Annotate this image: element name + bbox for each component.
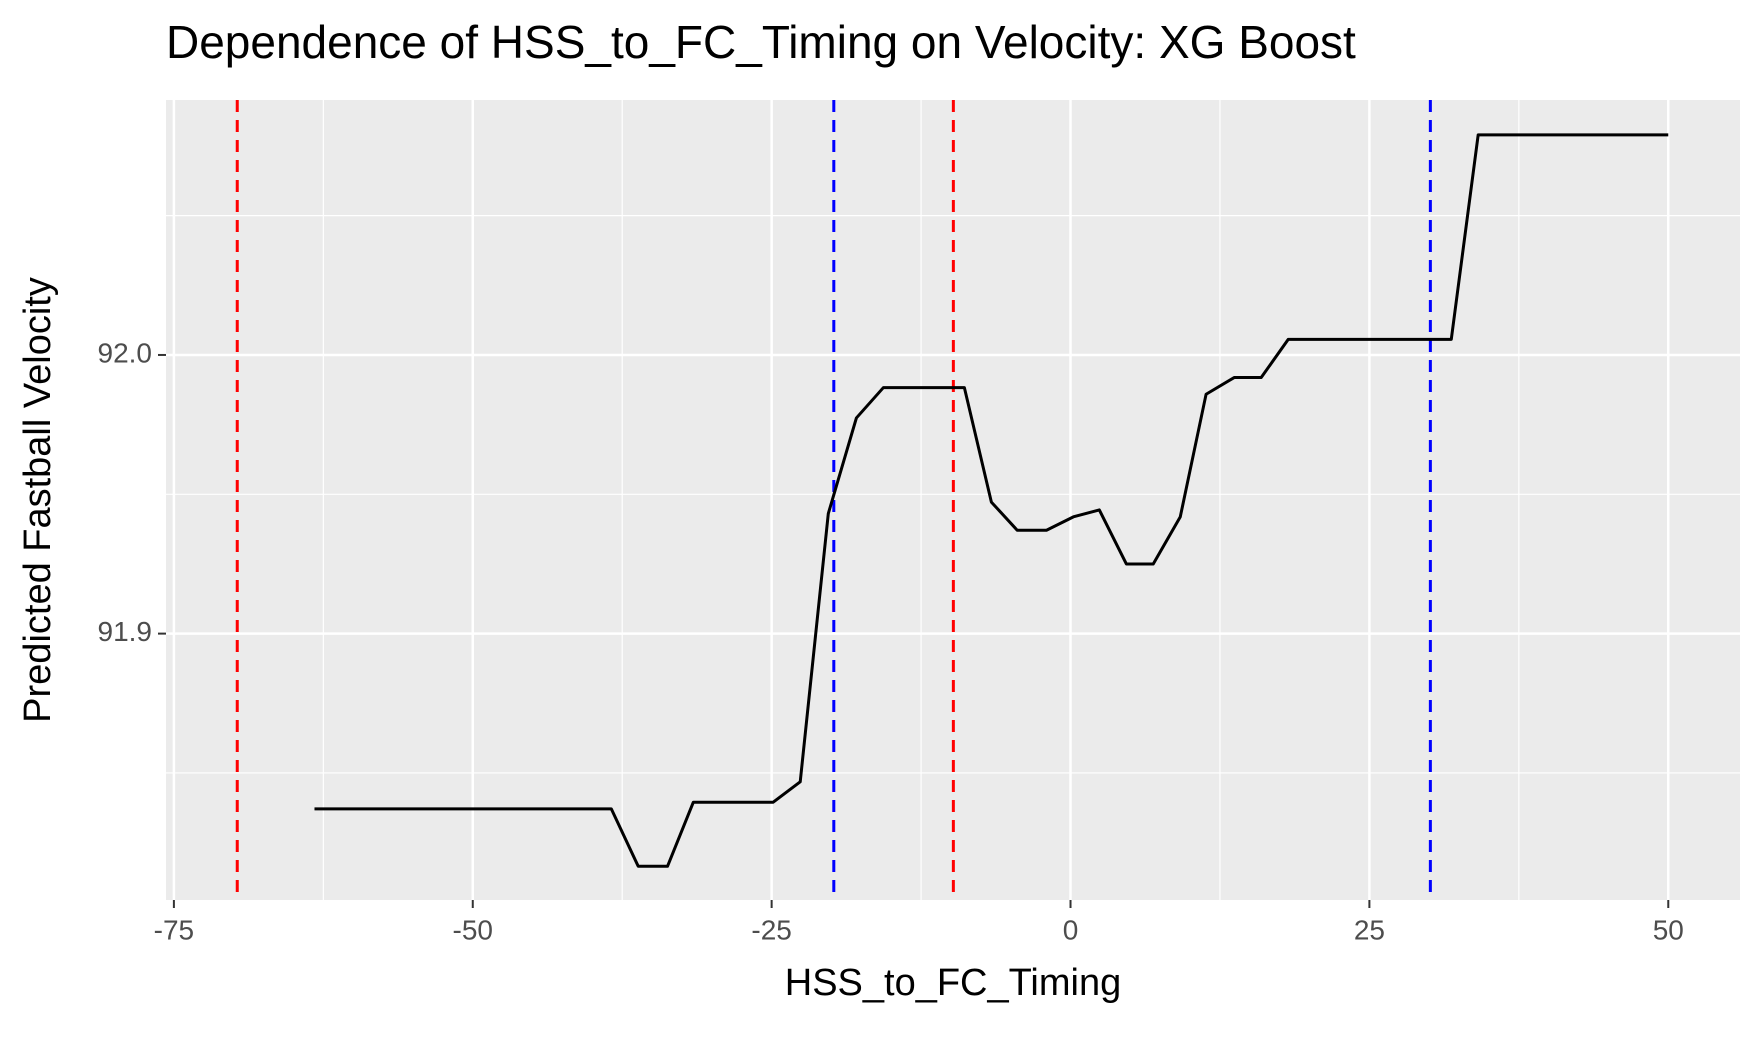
chart-title: Dependence of HSS_to_FC_Timing on Veloci… [166, 16, 1356, 68]
x-tick-label: 25 [1354, 914, 1385, 945]
x-tick-label: -50 [453, 914, 493, 945]
x-tick-label: -75 [154, 914, 194, 945]
x-tick-label: 0 [1063, 914, 1079, 945]
y-axis-title: Predicted Fastball Velocity [17, 277, 59, 723]
x-axis-title: HSS_to_FC_Timing [785, 962, 1122, 1004]
y-tick-label: 91.9 [98, 616, 153, 647]
y-tick-label: 92.0 [98, 337, 153, 368]
x-tick-label: 50 [1653, 914, 1684, 945]
data-line [314, 133, 1669, 868]
x-tick-label: -25 [751, 914, 791, 945]
